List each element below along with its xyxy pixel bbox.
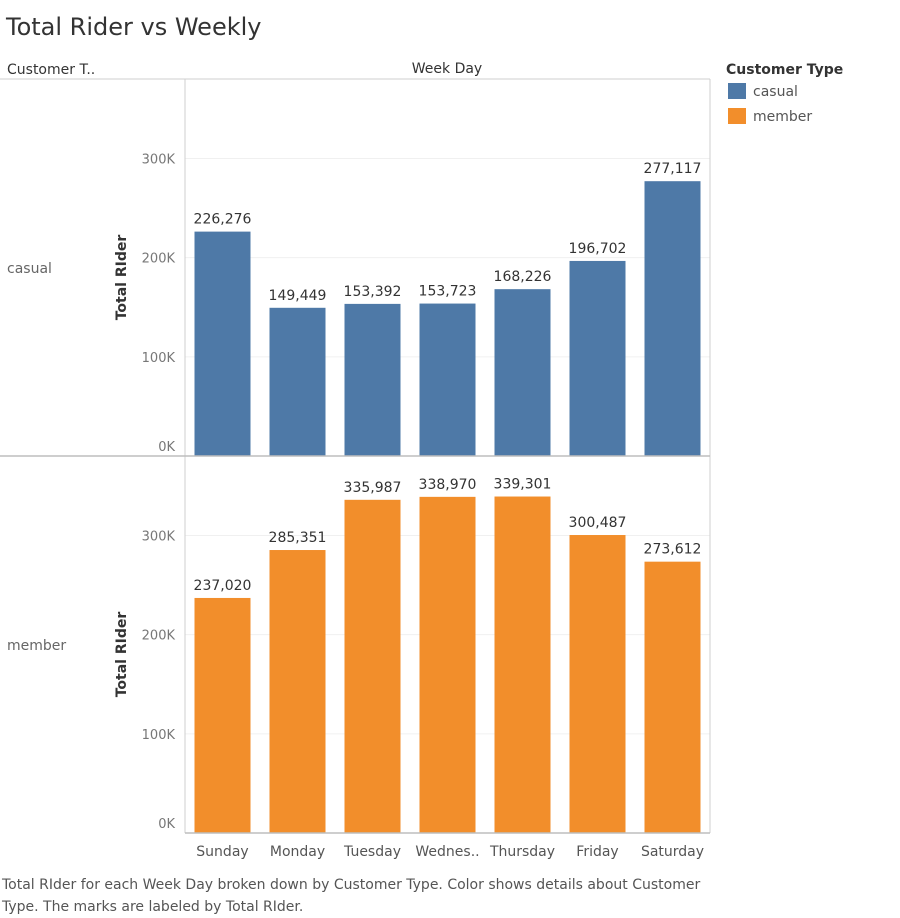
legend-item-casual[interactable]: casual bbox=[728, 83, 798, 100]
x-tick-label: Tuesday bbox=[343, 844, 401, 860]
data-label: 237,020 bbox=[194, 578, 252, 594]
x-tick-label: Wednes.. bbox=[415, 844, 479, 860]
y-axis-title: Total RIder bbox=[114, 612, 130, 698]
bar-casual-3 bbox=[419, 303, 476, 456]
y-tick-label: 0K bbox=[158, 817, 175, 832]
data-label: 226,276 bbox=[194, 212, 252, 228]
y-axis-title: Total RIder bbox=[114, 235, 130, 321]
data-label: 273,612 bbox=[644, 542, 702, 558]
bar-casual-2 bbox=[344, 303, 401, 456]
legend-swatch bbox=[728, 108, 746, 124]
caption-line-2: Type. The marks are labeled by Total RId… bbox=[1, 899, 303, 915]
legend: Customer Type casual member bbox=[726, 62, 843, 125]
chart-panels: 0K 100K 200K 300K Total RIder casual 226,276 14… bbox=[0, 78, 711, 860]
bar-member-5 bbox=[569, 535, 626, 833]
data-label: 338,970 bbox=[419, 477, 477, 493]
x-tick-label: Monday bbox=[270, 844, 325, 860]
legend-item-member[interactable]: member bbox=[728, 108, 812, 125]
legend-label: casual bbox=[753, 84, 798, 100]
data-label: 339,301 bbox=[494, 477, 552, 493]
bar-member-0 bbox=[194, 597, 251, 833]
bar-member-2 bbox=[344, 499, 401, 833]
panel-casual: 0K 100K 200K 300K Total RIder casual 226,276 14… bbox=[7, 153, 710, 456]
row-header: Customer T.. bbox=[7, 62, 95, 78]
row-label-member: member bbox=[7, 638, 66, 654]
data-label: 153,723 bbox=[419, 284, 477, 300]
pane-borders bbox=[0, 78, 711, 834]
x-tick-label: Friday bbox=[576, 844, 618, 860]
x-axis-labels: Sunday Monday Tuesday Wednes.. Thursday Frida… bbox=[196, 844, 704, 860]
legend-title: Customer Type bbox=[726, 62, 843, 78]
y-tick-label: 300K bbox=[142, 153, 176, 168]
legend-swatch bbox=[728, 83, 746, 99]
y-tick-label: 0K bbox=[158, 440, 175, 455]
legend-label: member bbox=[753, 109, 812, 125]
data-label: 196,702 bbox=[569, 241, 627, 257]
caption: Total RIder for each Week Day broken dow… bbox=[1, 877, 700, 915]
bar-member-3 bbox=[419, 496, 476, 833]
y-tick-label: 100K bbox=[142, 728, 176, 743]
bar-casual-0 bbox=[194, 231, 251, 456]
row-label-casual: casual bbox=[7, 261, 52, 277]
column-header: Week Day bbox=[412, 61, 482, 77]
data-label: 149,449 bbox=[269, 288, 327, 304]
y-tick-label: 200K bbox=[142, 629, 176, 644]
bar-casual-1 bbox=[269, 307, 326, 456]
bar-member-6 bbox=[644, 561, 701, 833]
bar-member-1 bbox=[269, 550, 326, 833]
data-label: 153,392 bbox=[344, 284, 402, 300]
caption-line-1: Total RIder for each Week Day broken dow… bbox=[1, 877, 700, 893]
panel-member: 0K 100K 200K 300K Total RIder member 237,020 28… bbox=[7, 477, 710, 833]
bar-casual-6 bbox=[644, 181, 701, 456]
x-tick-label: Saturday bbox=[641, 844, 704, 860]
data-label: 168,226 bbox=[494, 269, 552, 285]
chart-title: Total Rider vs Weekly bbox=[5, 13, 261, 41]
data-label: 285,351 bbox=[269, 530, 327, 546]
y-tick-label: 300K bbox=[142, 530, 176, 545]
bar-casual-5 bbox=[569, 260, 626, 456]
x-tick-label: Sunday bbox=[196, 844, 248, 860]
bar-casual-4 bbox=[494, 289, 551, 456]
y-tick-label: 200K bbox=[142, 252, 176, 267]
data-label: 335,987 bbox=[344, 480, 402, 496]
bar-member-4 bbox=[494, 496, 551, 833]
x-tick-label: Thursday bbox=[489, 844, 555, 860]
data-label: 300,487 bbox=[569, 515, 627, 531]
y-tick-label: 100K bbox=[142, 351, 176, 366]
data-label: 277,117 bbox=[644, 161, 702, 177]
